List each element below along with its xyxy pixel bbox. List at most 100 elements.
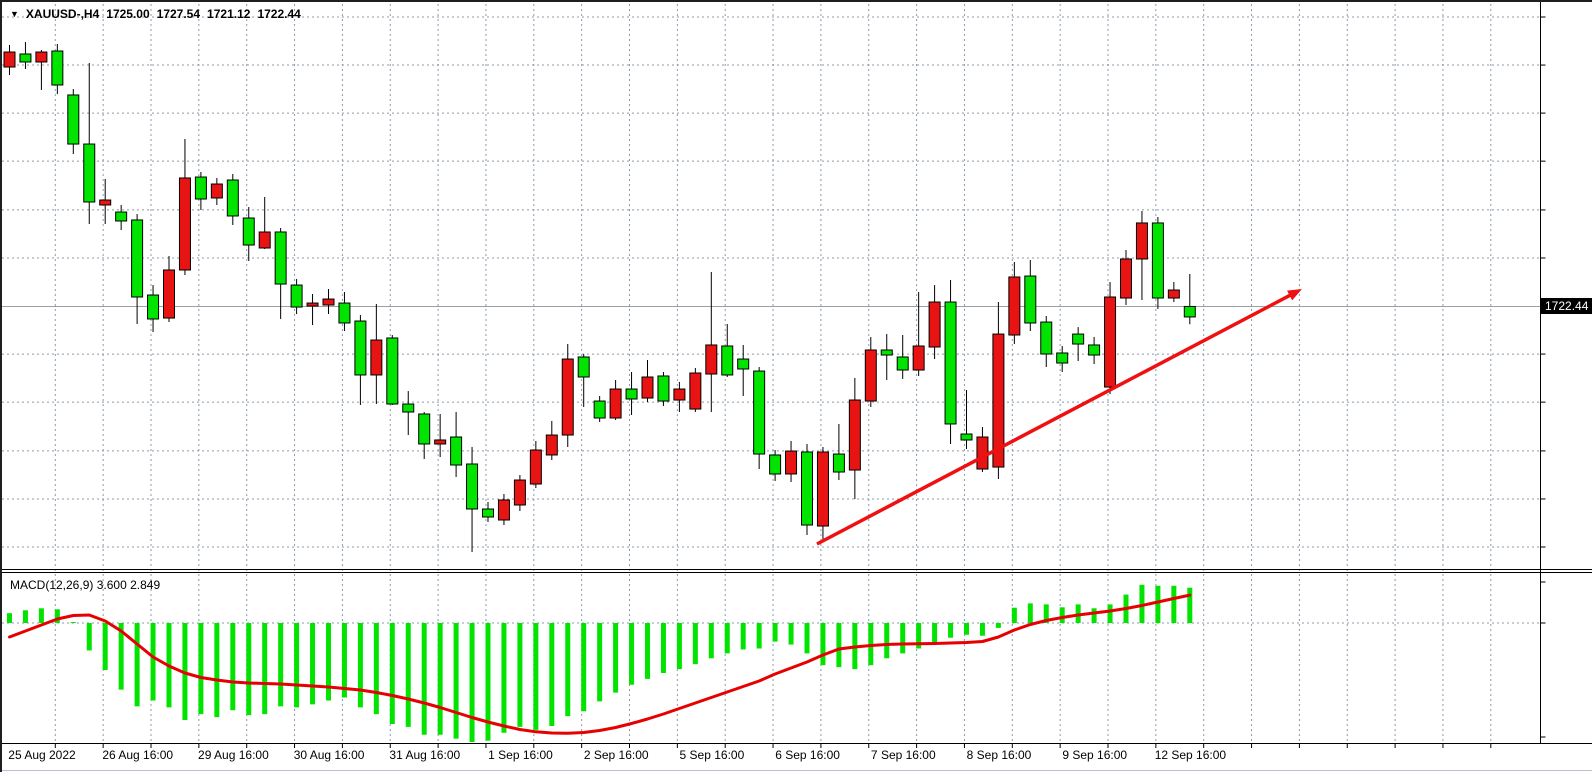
candle-up	[896, 356, 909, 371]
candle-down	[912, 345, 925, 371]
candle-down	[434, 439, 447, 445]
candle-up	[274, 231, 287, 285]
symbol-title: XAUUSD-,H4	[25, 7, 100, 21]
candle-up	[67, 94, 80, 145]
candle-down	[545, 434, 558, 456]
current-price-label: 1722.44	[1541, 298, 1592, 315]
time-axis-label: 9 Sep 16:00	[1062, 748, 1128, 762]
candle-up	[194, 176, 207, 200]
candle-down	[3, 51, 16, 68]
candle-down	[1120, 258, 1132, 299]
candle-up	[450, 436, 463, 466]
time-axis[interactable]: 25 Aug 2022 26 Aug 16:00 29 Aug 16:00 30 Au…	[2, 744, 1540, 764]
candle-up	[338, 302, 351, 324]
candles-layer	[3, 41, 1196, 553]
candle-down	[848, 399, 861, 471]
candle-up	[737, 358, 750, 370]
candle-down	[689, 372, 702, 410]
candle-down	[322, 298, 335, 306]
candle-down	[864, 349, 877, 402]
candle-up	[386, 337, 399, 405]
trend-arrow-annotation[interactable]	[816, 289, 1302, 546]
time-axis-label: 7 Sep 16:00	[870, 748, 936, 762]
candle-down	[1135, 222, 1148, 260]
candle-up	[354, 320, 367, 376]
time-axis-label: 26 Aug 16:00	[102, 748, 174, 762]
candle-down	[705, 344, 718, 375]
time-axis-label: 30 Aug 16:00	[293, 748, 365, 762]
candle-up	[1151, 222, 1164, 299]
candle-up	[226, 179, 239, 217]
candle-up	[402, 403, 415, 413]
candle-down	[306, 302, 319, 307]
candle-down	[35, 51, 48, 63]
candle-down	[1008, 276, 1021, 336]
candle-down	[370, 339, 383, 376]
candle-up	[131, 219, 144, 298]
candle-up	[83, 143, 96, 203]
candle-down	[99, 199, 112, 206]
candle-down	[785, 450, 798, 475]
macd-main-value: 3.600	[96, 578, 127, 592]
candle-up	[577, 356, 590, 378]
candle-up	[753, 370, 766, 455]
candle-up	[832, 453, 845, 473]
candle-up	[51, 50, 64, 86]
grid-lines	[2, 4, 1540, 743]
candle-up	[657, 375, 670, 402]
candle-up	[880, 349, 893, 356]
macd-indicator	[7, 584, 1193, 743]
chevron-down-icon[interactable]: ▼	[10, 9, 19, 19]
candle-up	[1040, 321, 1053, 355]
candle-up	[721, 345, 734, 376]
quote-bar: ▼ XAUUSD-,H4 1725.00 1727.54 1721.12 172…	[10, 7, 301, 21]
candle-down	[641, 376, 654, 399]
macd-params: MACD(12,26,9)	[10, 578, 94, 592]
candle-down	[513, 479, 526, 506]
candle-down	[992, 333, 1005, 468]
time-axis-label: 29 Aug 16:00	[198, 748, 269, 762]
time-axis-label: 5 Sep 16:00	[679, 748, 745, 762]
time-axis-label: 31 Aug 16:00	[389, 748, 461, 762]
candle-up	[1024, 275, 1037, 324]
time-axis-label: 25 Aug 2022	[8, 748, 76, 762]
candle-down	[928, 301, 941, 348]
candle-down	[561, 358, 574, 436]
time-axis-label: 2 Sep 16:00	[583, 748, 649, 762]
candle-down	[210, 183, 223, 199]
candle-down	[673, 388, 686, 401]
candle-down	[163, 269, 175, 319]
candle-up	[1072, 333, 1085, 345]
candle-down	[178, 177, 191, 271]
candle-up	[593, 400, 606, 419]
time-axis-label: 8 Sep 16:00	[966, 748, 1032, 762]
candle-up	[1088, 344, 1101, 356]
candle-up	[115, 211, 128, 222]
candle-up	[1056, 352, 1069, 364]
candle-up	[769, 454, 782, 475]
candle-up	[19, 53, 32, 63]
macd-signal-line	[8, 593, 1192, 735]
candle-down	[1167, 289, 1180, 299]
time-axis-label: 12 Sep 16:00	[1154, 748, 1227, 762]
macd-signal-value: 2.849	[130, 578, 161, 592]
candle-down	[1104, 296, 1117, 388]
macd-histogram	[7, 584, 1193, 743]
candle-up	[242, 217, 255, 246]
time-axis-label: 1 Sep 16:00	[488, 748, 553, 762]
quote-close: 1722.44	[257, 7, 301, 21]
candle-down	[258, 231, 271, 249]
time-axis-label: 6 Sep 16:00	[775, 748, 840, 762]
candle-up	[290, 284, 303, 308]
candle-up	[466, 463, 479, 510]
candle-down	[609, 388, 622, 419]
quote-high: 1727.54	[156, 7, 201, 21]
quote-low: 1721.12	[207, 7, 251, 21]
candle-down	[816, 451, 829, 527]
price-axis[interactable]: 1762.201755.601749.001742.401735.701729.…	[1541, 2, 1592, 743]
candle-down	[497, 499, 510, 521]
candle-up	[1183, 305, 1196, 318]
candle-down	[529, 449, 542, 485]
